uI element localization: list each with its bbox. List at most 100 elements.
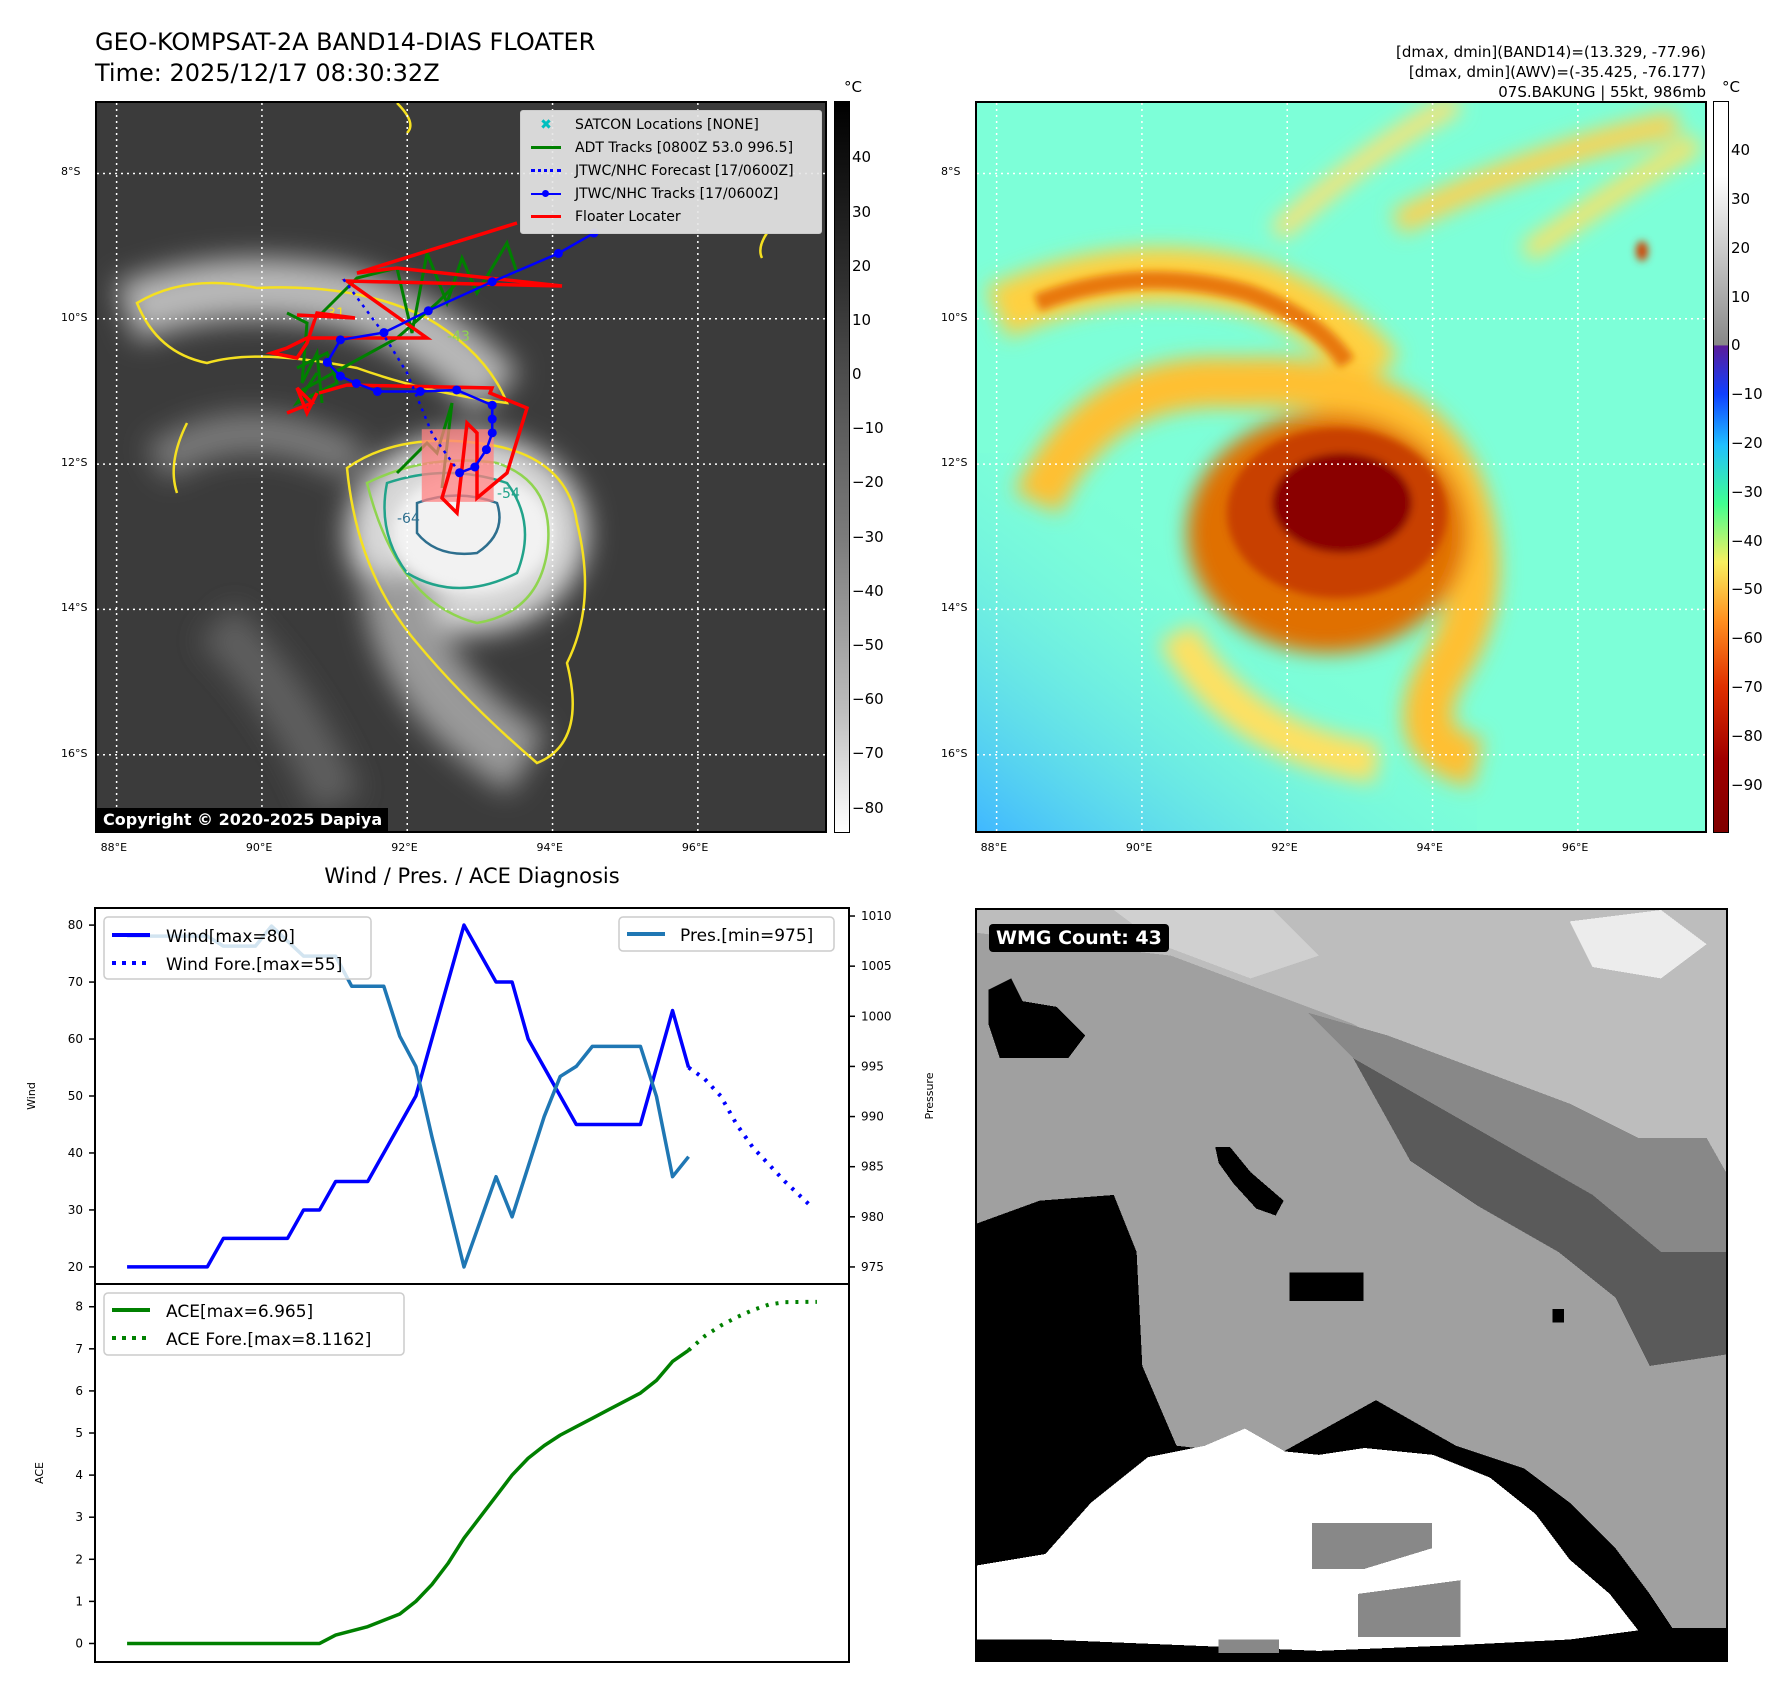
- colorbar-tick-label: −80: [852, 798, 884, 817]
- colorbar-tick-label: −10: [1731, 385, 1763, 404]
- lat-tick-label: 12°S: [941, 456, 968, 470]
- storm-core: [392, 473, 552, 593]
- colorbar-tick-label: −60: [1731, 629, 1763, 648]
- legend-wind: Wind[max=80]: [166, 927, 295, 947]
- colorbar-tick-label: −70: [1731, 678, 1763, 697]
- y-tick-label: 60: [68, 1032, 83, 1046]
- y2-tick-label: 980: [861, 1210, 884, 1224]
- y-tick-label: 80: [68, 918, 83, 932]
- lon-tick-label: 96°E: [681, 841, 709, 854]
- storm-core-awv: [1033, 241, 1648, 598]
- info-awv: [dmax, dmin](AWV)=(-35.425, -76.177): [1408, 63, 1706, 81]
- wmg-gray-patch: [1357, 1580, 1461, 1638]
- legend-label: ADT Tracks [0800Z 53.0 996.5]: [575, 139, 794, 156]
- colorbar-tick-label: −20: [852, 473, 884, 492]
- y-tick-label: 20: [68, 1260, 83, 1274]
- contour-label: -43: [447, 329, 470, 345]
- wmg-image: [977, 910, 1726, 1660]
- colorbar-tick-label: 0: [852, 365, 862, 384]
- wmg-panel: WMG Count: 43: [975, 908, 1728, 1662]
- colorbar-tick-label: 10: [1731, 287, 1751, 306]
- legend-wind-forecast: Wind Fore.[max=55]: [166, 955, 342, 975]
- lon-tick-label: 90°E: [245, 841, 273, 854]
- awv-map-panel: [975, 101, 1707, 833]
- info-storm: 07S.BAKUNG | 55kt, 986mb: [1498, 83, 1706, 101]
- y2-tick-label: 985: [861, 1160, 884, 1174]
- wmg-dark-band: [1353, 1058, 1726, 1366]
- y-tick-label: 6: [75, 1384, 83, 1398]
- colorbar-tick-label: 30: [1731, 190, 1751, 209]
- legend-label: JTWC/NHC Tracks [17/0600Z]: [575, 185, 779, 202]
- lat-tick-label: 10°S: [61, 310, 88, 324]
- wind-plot-frame: [94, 907, 850, 1285]
- lat-tick-label: 10°S: [941, 310, 968, 324]
- wmg-black-spot: [1552, 1308, 1565, 1323]
- legend-label: SATCON Locations [NONE]: [575, 116, 759, 133]
- colorbar-tick-label: −50: [852, 635, 884, 654]
- jtwc-track-point: [470, 462, 480, 472]
- lat-tick-label: 16°S: [61, 746, 88, 760]
- y-tick-label: 0: [75, 1636, 83, 1650]
- y2-tick-label: 975: [861, 1260, 884, 1274]
- green-line-icon: [529, 142, 563, 154]
- series-line-pres-: [127, 924, 690, 1269]
- colorbar-tick-label: −20: [1731, 434, 1763, 453]
- lat-tick-label: 16°S: [941, 746, 968, 760]
- ir-colorbar: [834, 101, 850, 833]
- jtwc-track-point: [335, 335, 345, 345]
- jtwc-track-point: [372, 386, 382, 396]
- y2-tick-label: 1010: [861, 909, 892, 923]
- colorbar-tick-label: 20: [1731, 238, 1751, 257]
- wmg-white-region: [977, 1428, 1639, 1651]
- chart-title: Wind / Pres. / ACE Diagnosis: [324, 864, 620, 888]
- jtwc-track-point: [481, 445, 491, 455]
- title-time: Time: 2025/12/17 08:30:32Z: [95, 59, 440, 87]
- jtwc-track-point: [335, 371, 345, 381]
- ace-axis-label: ACE: [33, 1462, 46, 1484]
- awv-map: [977, 103, 1705, 831]
- colorbar-tick-label: 0: [1731, 336, 1741, 355]
- y-tick-label: 70: [68, 975, 83, 989]
- contour-label: -54: [497, 486, 520, 502]
- y-tick-label: 30: [68, 1203, 83, 1217]
- legend-jtwc-forecast: JTWC/NHC Forecast [17/0600Z]: [521, 159, 821, 182]
- y-tick-label: 8: [75, 1300, 83, 1314]
- lon-tick-label: 92°E: [1271, 841, 1298, 854]
- y-tick-label: 4: [75, 1468, 83, 1482]
- legend-jtwc-tracks: JTWC/NHC Tracks [17/0600Z]: [521, 182, 821, 205]
- series-line-ace: [127, 1348, 690, 1646]
- colorbar-tick-label: −80: [1731, 726, 1763, 745]
- wmg-black-spot: [1289, 1272, 1364, 1301]
- dotted-line-icon: [529, 165, 563, 177]
- line-marker-icon: [529, 188, 563, 200]
- figure-title: GEO-KOMPSAT-2A BAND14-DIAS FLOATER Time: …: [95, 27, 595, 89]
- map-legend: ✖ SATCON Locations [NONE] ADT Tracks [080…: [520, 110, 822, 234]
- wmg-count-badge: WMG Count: 43: [989, 924, 1169, 952]
- y-tick-label: 3: [75, 1510, 83, 1524]
- wind-legend: [103, 916, 372, 980]
- info-block: [dmax, dmin](BAND14)=(13.329, -77.96) [d…: [1396, 42, 1706, 102]
- legend-label: JTWC/NHC Forecast [17/0600Z]: [575, 162, 794, 179]
- jtwc-track-point: [487, 277, 497, 287]
- awv-colorbar-unit: °C: [1722, 78, 1740, 96]
- colorbar-tick-label: −50: [1731, 580, 1763, 599]
- ir-map-panel: -31 -43 -54 -64 ✖ SATCON Locations [NONE]…: [95, 101, 827, 833]
- red-line-icon: [529, 211, 563, 223]
- lon-tick-label: 92°E: [391, 841, 418, 854]
- y-tick-label: 50: [68, 1089, 83, 1103]
- wmg-gray-patch: [1312, 1523, 1432, 1569]
- y2-tick-label: 1000: [861, 1009, 892, 1023]
- y-tick-label: 2: [75, 1552, 83, 1566]
- jtwc-track-point: [423, 306, 433, 316]
- map-gridlines: [977, 103, 1705, 831]
- wmg-gray-patch: [1218, 1639, 1280, 1654]
- colorbar-tick-label: 40: [1731, 141, 1751, 160]
- wmg-white-patch: [1569, 910, 1707, 979]
- lon-tick-label: 88°E: [980, 841, 1008, 854]
- y-tick-label: 7: [75, 1342, 83, 1356]
- colorbar-tick-label: 40: [852, 148, 872, 167]
- ace-plot-frame: [94, 1283, 850, 1663]
- lat-tick-label: 14°S: [941, 601, 968, 615]
- jtwc-forecast-line: [341, 277, 461, 474]
- colorbar-tick-label: −10: [852, 419, 884, 438]
